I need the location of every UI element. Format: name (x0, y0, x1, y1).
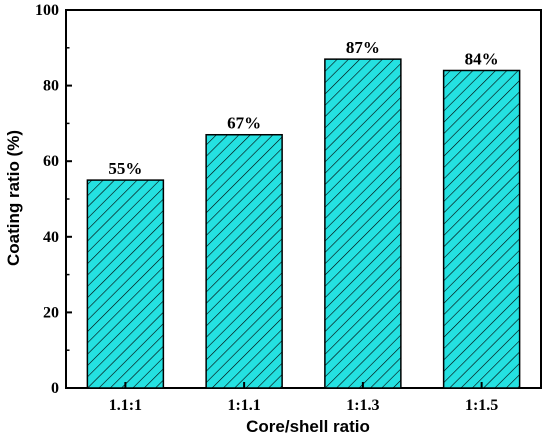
y-tick-label: 40 (43, 229, 59, 246)
bar (324, 58, 402, 389)
data-label: 55% (108, 159, 142, 178)
x-tick-label: 1.1:1 (109, 397, 142, 414)
data-label: 67% (227, 114, 261, 133)
x-axis-title: Core/shell ratio (246, 417, 370, 436)
y-tick-label: 80 (43, 78, 59, 95)
x-tick-label: 1:1.5 (465, 397, 498, 414)
y-tick-label: 0 (51, 380, 59, 397)
bar (86, 179, 165, 389)
bar (205, 133, 283, 389)
y-tick-label: 20 (43, 304, 59, 321)
bar (442, 69, 521, 389)
y-axis-title: Coating ratio (%) (4, 130, 23, 266)
x-tick-label: 1:1.3 (346, 397, 379, 414)
data-label: 84% (465, 49, 499, 68)
y-tick-label: 60 (43, 153, 59, 170)
plot-area: 0 20 40 60 80 100 1.1:1 55% 1:1.1 67% 1:1.3 87% 1:1.… (35, 2, 542, 414)
data-label: 87% (346, 38, 380, 57)
y-tick-label: 100 (35, 2, 59, 19)
x-tick-label: 1:1.1 (227, 397, 260, 414)
